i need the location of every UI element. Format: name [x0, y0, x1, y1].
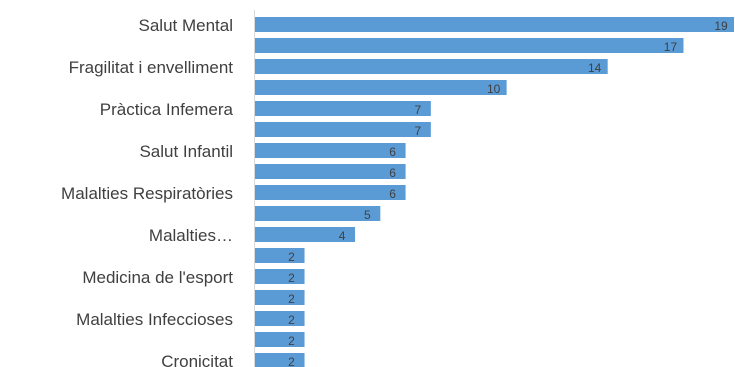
- bar-value-label: 5: [364, 208, 371, 222]
- bar: [255, 59, 608, 74]
- bar-value-label: 14: [588, 61, 602, 75]
- bar-value-label: 7: [414, 124, 421, 138]
- bar: [255, 206, 381, 221]
- bar-value-label: 6: [389, 187, 396, 201]
- bar-value-label: 2: [288, 292, 295, 306]
- bar: [255, 227, 356, 242]
- bar: [255, 122, 431, 137]
- bar: [255, 332, 305, 347]
- bar: [255, 353, 305, 367]
- category-label: Salut Infantil: [139, 142, 233, 161]
- bar: [255, 143, 406, 158]
- bar-value-label: 10: [487, 82, 501, 96]
- category-label: Malalties Respiratòries: [61, 184, 233, 203]
- bars-group: [255, 17, 734, 367]
- bar: [255, 311, 305, 326]
- bar-value-label: 6: [389, 166, 396, 180]
- bar: [255, 164, 406, 179]
- bar-value-label: 2: [288, 313, 295, 327]
- bar: [255, 269, 305, 284]
- category-label: Pràctica Infemera: [100, 100, 234, 119]
- bar: [255, 185, 406, 200]
- category-label: Malalties…: [149, 226, 233, 245]
- bar-value-label: 19: [714, 19, 728, 33]
- category-label: Fragilitat i envelliment: [69, 58, 234, 77]
- bar: [255, 290, 305, 305]
- bar-value-label: 6: [389, 145, 396, 159]
- bar: [255, 38, 684, 53]
- category-label: Salut Mental: [139, 16, 234, 35]
- value-labels-group: 19 17 14 10 7 7 6 6 6 5 4 2 2 2 2 2 2: [288, 19, 728, 367]
- bar-value-label: 2: [288, 250, 295, 264]
- bar-value-label: 7: [414, 103, 421, 117]
- bar: [255, 80, 507, 95]
- bar-value-label: 17: [664, 40, 678, 54]
- bar-value-label: 4: [339, 229, 346, 243]
- category-labels-group: Salut Mental Fragilitat i envelliment Pràc…: [61, 16, 233, 367]
- category-label: Medicina de l'esport: [82, 268, 233, 287]
- bar: [255, 17, 734, 32]
- bar-value-label: 2: [288, 355, 295, 367]
- category-label: Malalties Infeccioses: [76, 310, 233, 329]
- bar: [255, 248, 305, 263]
- bar: [255, 101, 431, 116]
- bar-value-label: 2: [288, 271, 295, 285]
- bar-value-label: 2: [288, 334, 295, 348]
- category-label: Cronicitat: [161, 352, 233, 367]
